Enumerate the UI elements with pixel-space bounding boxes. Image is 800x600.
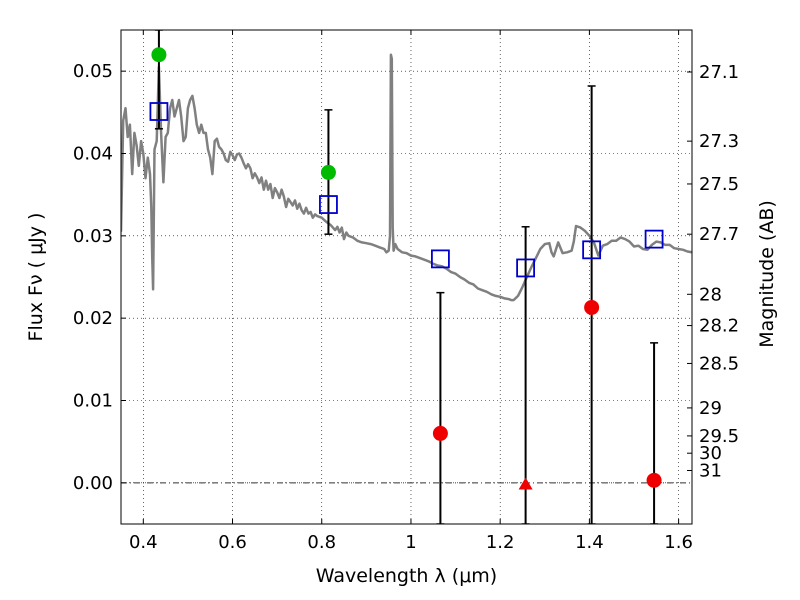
y2-axis-label: Magnitude (AB)	[756, 200, 778, 348]
x-axis-label: Wavelength λ (μm)	[316, 565, 497, 587]
observed-flux-point	[646, 472, 662, 488]
observed-flux-point	[320, 164, 336, 180]
upper-limit-triangle	[518, 477, 533, 490]
y-tick-label: 0.00	[73, 473, 113, 494]
x-tick-label: 0.6	[218, 532, 247, 553]
observed-flux-point	[584, 299, 600, 315]
model-photometry-square	[149, 102, 169, 121]
magnitude-tick-label: 27.7	[699, 224, 739, 245]
y-axis-label: Flux Fν ( μJy )	[25, 213, 47, 342]
x-tick-label: 1.6	[664, 532, 693, 553]
magnitude-tick-label: 29	[699, 398, 722, 419]
model-photometry-square	[582, 240, 602, 260]
magnitude-tick-label: 27.5	[699, 174, 739, 195]
error-bars-layer	[154, 30, 659, 524]
magnitude-tick-label: 27.1	[699, 62, 739, 83]
x-tick-label: 1.4	[575, 532, 604, 553]
y-tick-label: 0.04	[73, 144, 113, 165]
magnitude-tick-label: 29.5	[699, 426, 739, 447]
x-tick-label: 0.4	[129, 532, 158, 553]
observed-flux-point	[432, 425, 448, 441]
model-spectrum-layer	[121, 53, 692, 302]
magnitude-tick-label: 31	[699, 460, 722, 481]
grid-layer	[121, 30, 692, 524]
y-tick-label: 0.02	[73, 308, 113, 329]
x-tick-label: 1.2	[486, 532, 515, 553]
magnitude-tick-label: 28.2	[699, 316, 739, 337]
model-photometry-square	[516, 258, 536, 278]
observed-flux-point	[151, 47, 167, 63]
photometry-markers-layer	[149, 47, 664, 490]
plot-frame	[120, 29, 693, 525]
y-tick-label: 0.03	[73, 226, 113, 247]
magnitude-tick-label: 28	[699, 284, 722, 305]
y-tick-label: 0.05	[73, 61, 113, 82]
x-tick-label: 0.8	[307, 532, 336, 553]
magnitude-tick-label: 28.5	[699, 353, 739, 374]
model-photometry-square	[644, 229, 664, 249]
model-spectrum-line	[121, 53, 692, 302]
axis-ticks-layer: 0.4 0.6 0.8 1 1.2 1.4 1.6 0.00 0.01 0.02 0.03 0.04 0…	[73, 30, 739, 553]
y-tick-label: 0.01	[73, 391, 113, 412]
x-tick-label: 1	[405, 532, 416, 553]
magnitude-tick-label: 30	[699, 443, 722, 464]
model-photometry-square	[431, 249, 450, 269]
magnitude-tick-label: 27.3	[699, 131, 739, 152]
model-photometry-square	[319, 195, 338, 214]
